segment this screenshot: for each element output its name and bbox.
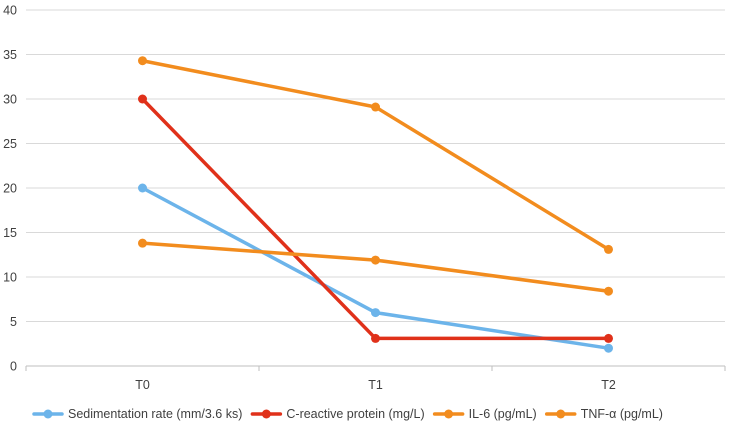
series-line (140, 186, 611, 350)
series-line (140, 58, 611, 252)
y-tick-label: 25 (3, 137, 17, 151)
x-tick-label: T1 (368, 378, 383, 392)
data-point (604, 333, 613, 343)
legend-swatch-marker (444, 409, 454, 419)
series-0 (138, 183, 613, 353)
legend: Sedimentation rate (mm/3.6 ks) C-reactive… (32, 407, 663, 421)
legend-label: Sedimentation rate (mm/3.6 ks) (68, 407, 242, 421)
y-tick-label: 35 (3, 48, 17, 62)
series-line (140, 241, 611, 293)
data-point (138, 183, 147, 193)
data-point (371, 102, 380, 112)
y-tick-label: 20 (3, 182, 17, 196)
axes: 0 5 10 15 20 25 30 35 40 T0 T1 T2 (3, 4, 726, 392)
data-point (371, 333, 380, 343)
data-point (138, 238, 147, 248)
legend-label: TNF-α (pg/mL) (581, 407, 663, 421)
series-2 (138, 238, 613, 296)
legend-label: IL-6 (pg/mL) (469, 407, 537, 421)
x-tick-label: T0 (135, 378, 150, 392)
data-point (604, 343, 613, 353)
series-lines (138, 56, 613, 353)
data-point (138, 56, 147, 66)
series-line (140, 97, 611, 341)
x-tick-label: T2 (601, 378, 616, 392)
series-3 (138, 56, 613, 254)
legend-item: IL-6 (pg/mL) (432, 407, 537, 421)
series-1 (138, 94, 613, 343)
legend-swatch-marker (556, 409, 566, 419)
data-point (371, 255, 380, 265)
legend-swatch-marker (261, 409, 271, 419)
legend-item: TNF-α (pg/mL) (544, 407, 663, 421)
y-tick-label: 15 (3, 226, 17, 240)
y-tick-label: 30 (3, 93, 17, 107)
data-point (604, 244, 613, 254)
data-point (604, 286, 613, 296)
legend-item: C-reactive protein (mg/L) (250, 407, 425, 421)
gridlines (26, 9, 725, 322)
legend-item: Sedimentation rate (mm/3.6 ks) (32, 407, 242, 421)
y-tick-label: 40 (3, 4, 17, 18)
data-point (138, 94, 147, 104)
legend-swatch-marker (43, 409, 53, 419)
y-tick-label: 10 (3, 271, 17, 285)
legend-label: C-reactive protein (mg/L) (286, 407, 424, 421)
y-tick-label: 5 (10, 315, 17, 329)
data-point (371, 308, 380, 318)
y-tick-label: 0 (10, 360, 17, 374)
